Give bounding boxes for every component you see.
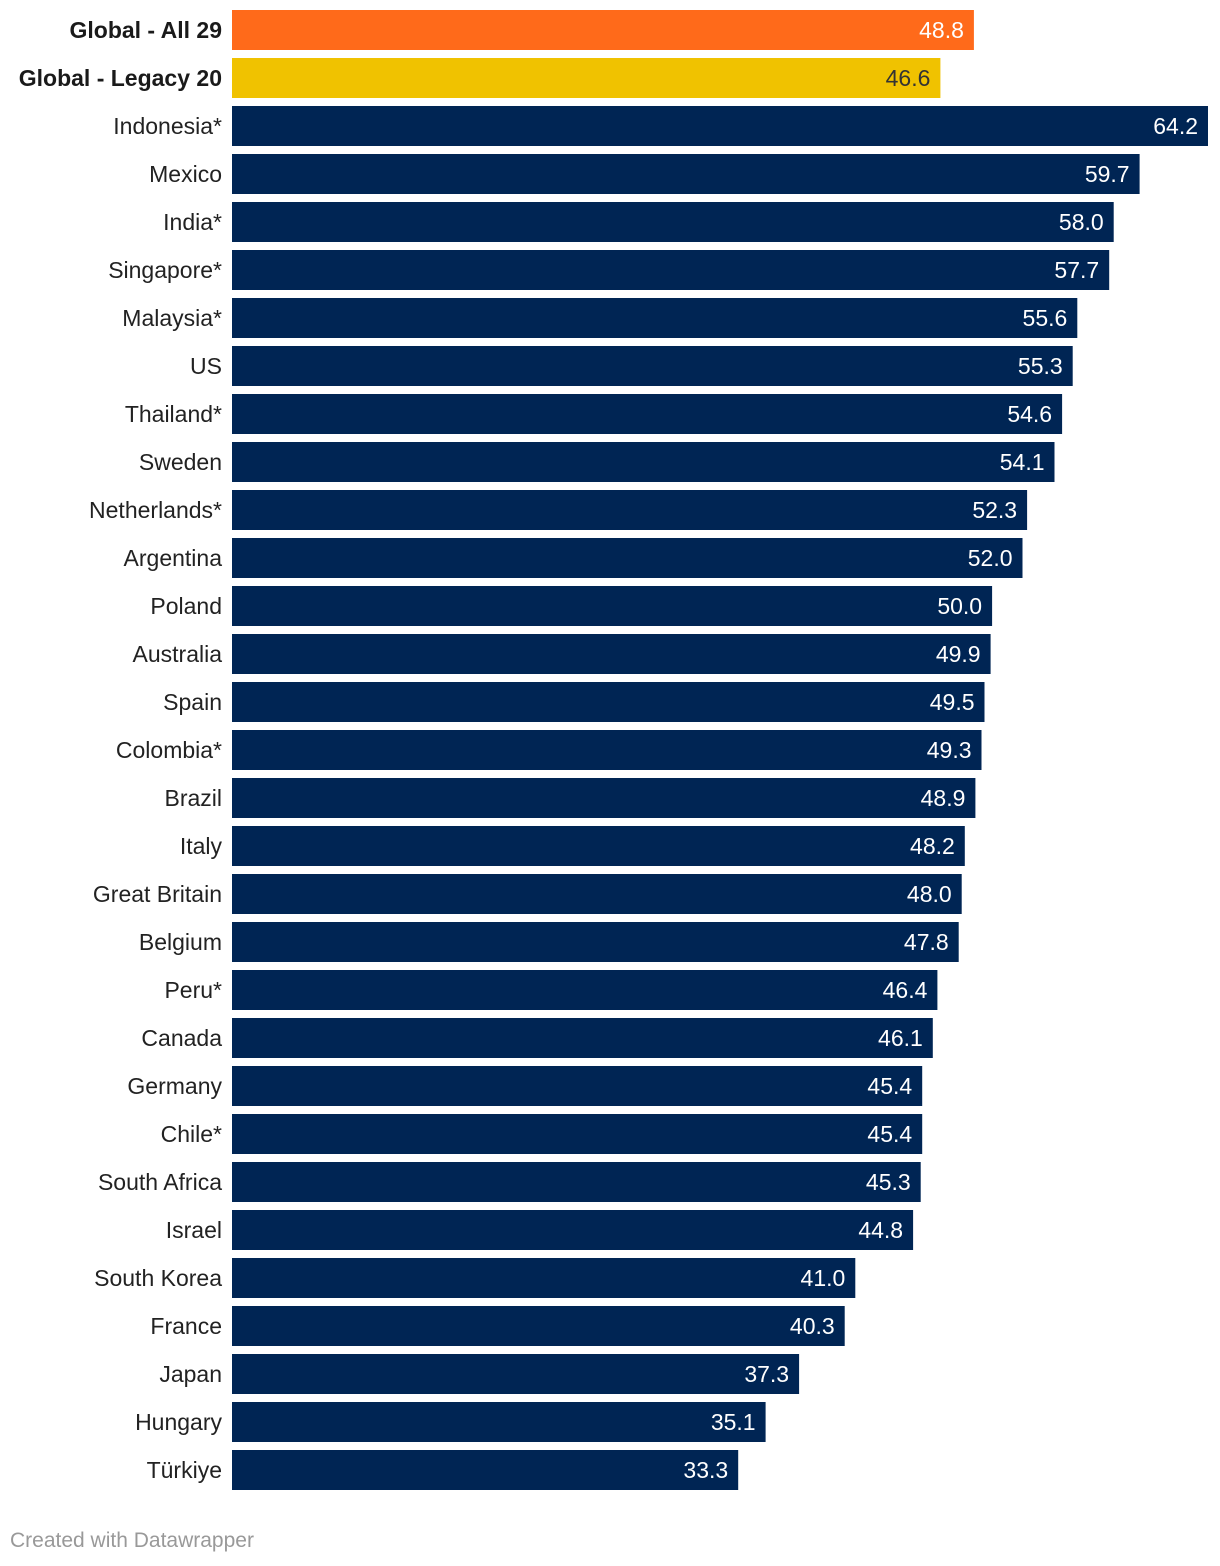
bar-spain bbox=[232, 682, 985, 722]
category-label-india: India* bbox=[163, 209, 222, 235]
value-label-mexico: 59.7 bbox=[1085, 161, 1130, 187]
value-label-south-korea: 41.0 bbox=[801, 1265, 846, 1291]
bar-chart: Global - All 29 48.8 Global - Legacy 20 46.… bbox=[19, 10, 1208, 1490]
category-label-israel: Israel bbox=[166, 1217, 222, 1243]
bar-israel bbox=[232, 1210, 914, 1250]
category-label-global-all-29: Global - All 29 bbox=[69, 17, 222, 43]
category-label-spain: Spain bbox=[163, 689, 222, 715]
category-label-japan: Japan bbox=[159, 1361, 222, 1387]
value-label-australia: 49.9 bbox=[936, 641, 981, 667]
value-label-indonesia: 64.2 bbox=[1153, 113, 1198, 139]
bar-germany bbox=[232, 1066, 923, 1106]
category-label-great-britain: Great Britain bbox=[93, 881, 222, 907]
category-label-poland: Poland bbox=[150, 593, 222, 619]
value-label-hungary: 35.1 bbox=[711, 1409, 756, 1435]
bar-colombia bbox=[232, 730, 982, 770]
category-label-france: France bbox=[150, 1313, 222, 1339]
bar-indonesia bbox=[232, 106, 1208, 146]
value-label-italy: 48.2 bbox=[910, 833, 955, 859]
value-label-global-legacy-20: 46.6 bbox=[886, 65, 931, 91]
bar-australia bbox=[232, 634, 991, 674]
bar-t-rkiye bbox=[232, 1450, 739, 1490]
bar-france bbox=[232, 1306, 845, 1346]
category-label-mexico: Mexico bbox=[149, 161, 222, 187]
value-label-israel: 44.8 bbox=[858, 1217, 903, 1243]
value-label-great-britain: 48.0 bbox=[907, 881, 952, 907]
category-label-t-rkiye: Türkiye bbox=[147, 1457, 222, 1483]
category-label-us: US bbox=[190, 353, 222, 379]
value-label-canada: 46.1 bbox=[878, 1025, 923, 1051]
value-label-us: 55.3 bbox=[1018, 353, 1063, 379]
bar-us bbox=[232, 346, 1073, 386]
bar-belgium bbox=[232, 922, 959, 962]
bar-malaysia bbox=[232, 298, 1078, 338]
value-label-belgium: 47.8 bbox=[904, 929, 949, 955]
category-label-peru: Peru* bbox=[164, 977, 222, 1003]
category-label-hungary: Hungary bbox=[135, 1409, 222, 1435]
bar-mexico bbox=[232, 154, 1140, 194]
bar-argentina bbox=[232, 538, 1023, 578]
category-label-malaysia: Malaysia* bbox=[122, 305, 222, 331]
category-label-colombia: Colombia* bbox=[116, 737, 222, 763]
category-label-canada: Canada bbox=[141, 1025, 222, 1051]
category-label-indonesia: Indonesia* bbox=[113, 113, 222, 139]
bar-thailand bbox=[232, 394, 1063, 434]
value-label-japan: 37.3 bbox=[744, 1361, 789, 1387]
bar-sweden bbox=[232, 442, 1055, 482]
category-label-italy: Italy bbox=[180, 833, 223, 859]
value-label-t-rkiye: 33.3 bbox=[683, 1457, 728, 1483]
bar-global-legacy-20 bbox=[232, 58, 941, 98]
bar-canada bbox=[232, 1018, 933, 1058]
bar-singapore bbox=[232, 250, 1110, 290]
bar-brazil bbox=[232, 778, 976, 818]
value-label-france: 40.3 bbox=[790, 1313, 835, 1339]
category-label-thailand: Thailand* bbox=[125, 401, 222, 427]
category-label-sweden: Sweden bbox=[139, 449, 222, 475]
category-label-singapore: Singapore* bbox=[108, 257, 222, 283]
value-label-india: 58.0 bbox=[1059, 209, 1104, 235]
category-label-netherlands: Netherlands* bbox=[89, 497, 222, 523]
category-label-global-legacy-20: Global - Legacy 20 bbox=[19, 65, 222, 91]
category-label-australia: Australia bbox=[133, 641, 223, 667]
category-label-brazil: Brazil bbox=[164, 785, 222, 811]
bar-chile bbox=[232, 1114, 923, 1154]
bar-poland bbox=[232, 586, 993, 626]
bar-japan bbox=[232, 1354, 800, 1394]
bar-south-korea bbox=[232, 1258, 856, 1298]
category-label-chile: Chile* bbox=[161, 1121, 222, 1147]
value-label-colombia: 49.3 bbox=[927, 737, 972, 763]
value-label-chile: 45.4 bbox=[867, 1121, 912, 1147]
value-label-south-africa: 45.3 bbox=[866, 1169, 911, 1195]
value-label-poland: 50.0 bbox=[937, 593, 982, 619]
value-label-sweden: 54.1 bbox=[1000, 449, 1045, 475]
category-label-belgium: Belgium bbox=[139, 929, 222, 955]
value-label-singapore: 57.7 bbox=[1054, 257, 1099, 283]
value-label-netherlands: 52.3 bbox=[972, 497, 1017, 523]
bar-great-britain bbox=[232, 874, 962, 914]
value-label-germany: 45.4 bbox=[867, 1073, 912, 1099]
category-label-south-africa: South Africa bbox=[98, 1169, 222, 1195]
category-label-germany: Germany bbox=[127, 1073, 222, 1099]
category-label-argentina: Argentina bbox=[124, 545, 223, 571]
value-label-spain: 49.5 bbox=[930, 689, 975, 715]
value-label-global-all-29: 48.8 bbox=[919, 17, 964, 43]
value-label-thailand: 54.6 bbox=[1007, 401, 1052, 427]
bar-peru bbox=[232, 970, 938, 1010]
value-label-malaysia: 55.6 bbox=[1023, 305, 1068, 331]
bar-hungary bbox=[232, 1402, 766, 1442]
credit-text: Created with Datawrapper bbox=[10, 1529, 254, 1552]
category-label-south-korea: South Korea bbox=[94, 1265, 222, 1291]
bar-global-all-29 bbox=[232, 10, 974, 50]
value-label-brazil: 48.9 bbox=[921, 785, 966, 811]
bar-italy bbox=[232, 826, 965, 866]
value-label-argentina: 52.0 bbox=[968, 545, 1013, 571]
bar-netherlands bbox=[232, 490, 1028, 530]
value-label-peru: 46.4 bbox=[883, 977, 928, 1003]
bar-south-africa bbox=[232, 1162, 921, 1202]
bar-india bbox=[232, 202, 1114, 242]
